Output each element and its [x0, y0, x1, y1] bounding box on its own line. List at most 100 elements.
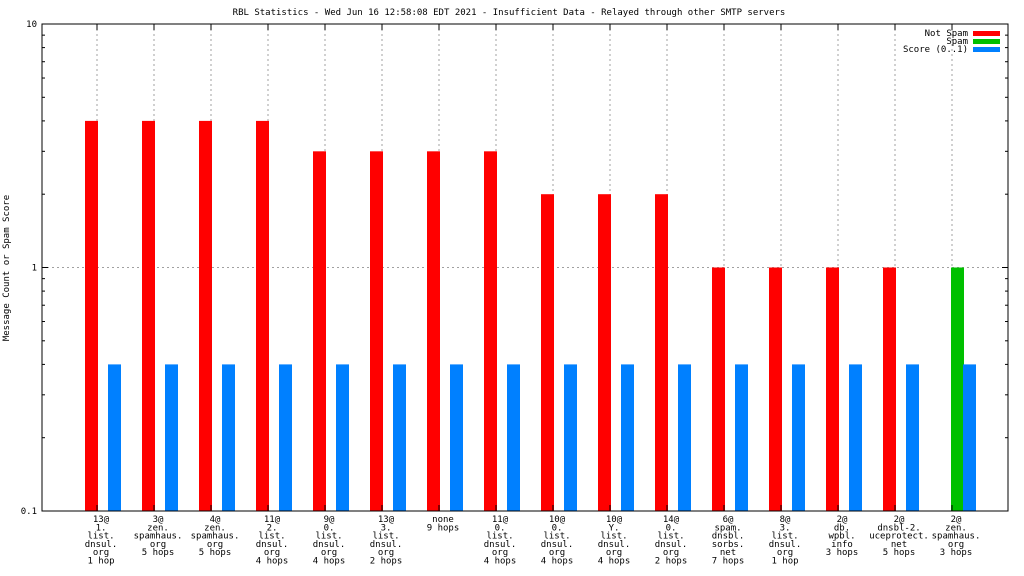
bar	[769, 267, 782, 511]
x-tick-label-line: org	[207, 540, 223, 550]
bar	[712, 267, 725, 511]
bar	[621, 364, 634, 511]
x-tick-label-line: 4@	[210, 515, 221, 525]
x-tick-label-line: 0.	[495, 523, 506, 533]
x-tick-label-line: org	[777, 548, 793, 558]
x-tick-label-line: list.	[315, 532, 342, 542]
x-tick-label: 2@ dnsbl-2. uceprotect. net 5 hops	[869, 515, 929, 558]
x-tick-label: 10@ 0. list. dnsul. org 4 hops	[541, 515, 574, 567]
bars	[85, 120, 976, 512]
x-tick-label-line: 0.	[666, 523, 677, 533]
bar	[826, 267, 839, 511]
x-tick-label-line: list.	[600, 532, 627, 542]
bar	[849, 364, 862, 511]
x-tick-label-line: Y.	[609, 523, 620, 533]
x-tick-label-line: org	[378, 548, 394, 558]
x-tick-label: 10@ Y. list. dnsul. org 4 hops	[598, 515, 631, 567]
x-tick-label-line: info	[831, 540, 853, 550]
x-tick-label-line: zen.	[147, 523, 169, 533]
x-tick-label-line: 1.	[96, 523, 107, 533]
bar	[222, 364, 235, 511]
x-tick-label-line: net	[891, 540, 907, 550]
x-tick-label: 13@ 3. list. dnsul. org 2 hops	[370, 515, 403, 567]
x-tick-label: 11@ 2. list. dnsul. org 4 hops	[256, 515, 289, 567]
bar	[484, 151, 497, 511]
x-tick-label-line: 2 hops	[655, 557, 688, 567]
x-tick-label-line: org	[606, 548, 622, 558]
bar	[108, 364, 121, 511]
y-tick-label: 10	[26, 20, 37, 30]
x-tick-label-line: uceprotect.	[869, 532, 929, 542]
x-tick-label-line: 11@	[492, 515, 509, 525]
x-tick-label: 11@ 0. list. dnsul. org 4 hops	[484, 515, 517, 567]
bar	[963, 364, 976, 511]
x-tick-label-line: 5 hops	[199, 548, 232, 558]
bar	[256, 120, 269, 512]
bar	[450, 364, 463, 511]
bar	[792, 364, 805, 511]
grid-lines	[42, 24, 1008, 511]
x-tick-label-line: sorbs.	[712, 540, 745, 550]
x-tick-label-line: 4 hops	[484, 557, 517, 567]
x-tick-label-line: 7 hops	[712, 557, 745, 567]
x-tick-label-line: 1 hop	[771, 557, 798, 567]
legend-label: Spam	[946, 37, 968, 47]
x-tick-label-line: zen.	[945, 523, 967, 533]
x-tick-label-line: dnsul.	[541, 540, 574, 550]
legend-swatch	[973, 39, 1000, 44]
bar	[564, 364, 577, 511]
x-tick-label-line: 2@	[951, 515, 962, 525]
x-tick-label-line: spamhaus.	[134, 532, 183, 542]
x-tick-label-line: 4 hops	[598, 557, 631, 567]
x-tick-label-line: org	[93, 548, 109, 558]
bar	[507, 364, 520, 511]
bar	[279, 364, 292, 511]
x-tick-label-line: 10@	[549, 515, 566, 525]
bar	[199, 120, 212, 512]
bar	[951, 267, 964, 511]
x-tick-label-line: 10@	[606, 515, 623, 525]
x-tick-label: 3@ zen. spamhaus. org 5 hops	[134, 515, 183, 558]
x-tick-label-line: 2@	[837, 515, 848, 525]
x-tick-label: none 9 hops	[427, 515, 460, 533]
x-tick-label-line: spamhaus.	[191, 532, 240, 542]
x-tick-label-line: 5 hops	[142, 548, 175, 558]
x-tick-label-line: org	[321, 548, 337, 558]
x-tick-label-line: dnsul.	[484, 540, 517, 550]
bar	[165, 364, 178, 511]
x-tick-label-line: list.	[87, 532, 114, 542]
x-tick-label-line: 14@	[663, 515, 680, 525]
x-tick-label-line: 2.	[267, 523, 278, 533]
x-tick-label-line: 13@	[378, 515, 395, 525]
x-tick-label-line: 3.	[381, 523, 392, 533]
x-tick-label-line: list.	[258, 532, 285, 542]
x-tick-label-line: org	[663, 548, 679, 558]
x-tick-label-line: 2@	[894, 515, 905, 525]
x-tick-label-line: 9 hops	[427, 523, 460, 533]
x-tick-label-line: spamhaus.	[932, 532, 981, 542]
x-tick-label-line: 4 hops	[541, 557, 574, 567]
x-tick-label-line: 4 hops	[256, 557, 289, 567]
x-tick-label-line: dnsul.	[598, 540, 631, 550]
bar	[906, 364, 919, 511]
x-tick-label-line: 3 hops	[826, 548, 859, 558]
x-tick-label-line: net	[720, 548, 736, 558]
bar	[336, 364, 349, 511]
x-tick-label-line: 0.	[324, 523, 335, 533]
bar	[393, 364, 406, 511]
x-tick-label-line: dnsbl-2.	[877, 523, 920, 533]
y-axis-label: Message Count or Spam Score	[2, 195, 12, 341]
x-tick-label-line: list.	[372, 532, 399, 542]
x-tick-label: 9@ 0. list. dnsul. org 4 hops	[313, 515, 346, 567]
x-tick-label-line: 3.	[780, 523, 791, 533]
x-tick-label-line: org	[549, 548, 565, 558]
x-tick-label-line: 3@	[153, 515, 164, 525]
bar	[541, 194, 554, 511]
legend-swatch	[973, 31, 1000, 36]
x-tick-label-line: list.	[486, 532, 513, 542]
x-tick-label-line: 3 hops	[940, 548, 973, 558]
bar	[735, 364, 748, 511]
x-tick-label-line: list.	[543, 532, 570, 542]
